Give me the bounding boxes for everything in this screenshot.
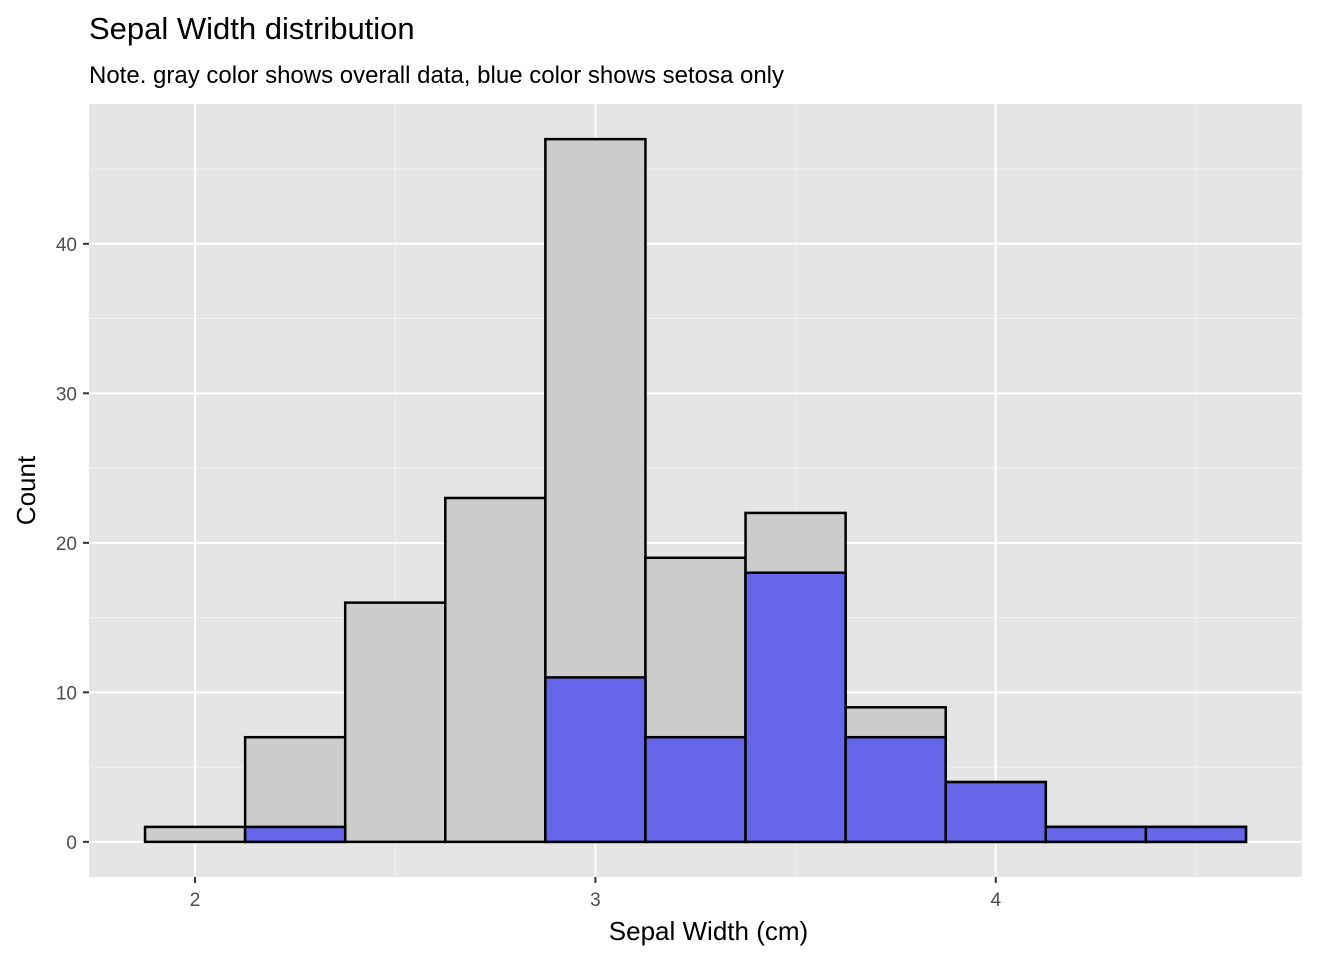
x-tick-label: 3 bbox=[590, 890, 601, 911]
x-tick-label: 4 bbox=[990, 890, 1001, 911]
y-tick-label: 20 bbox=[56, 534, 77, 555]
setosa-bar bbox=[944, 780, 1048, 844]
setosa-bar bbox=[544, 676, 647, 844]
y-tick-label: 0 bbox=[66, 833, 77, 854]
setosa-bar bbox=[1044, 825, 1148, 844]
setosa-bars bbox=[243, 571, 1248, 844]
overall-bar bbox=[343, 601, 447, 844]
setosa-bar bbox=[1144, 825, 1248, 844]
x-tick-label: 2 bbox=[190, 890, 201, 911]
chart-title: Sepal Width distribution bbox=[89, 11, 415, 46]
y-tick-label: 40 bbox=[56, 235, 77, 256]
y-tick-label: 10 bbox=[56, 683, 77, 704]
overall-bar bbox=[444, 496, 547, 844]
setosa-bar bbox=[243, 825, 347, 844]
overall-bar bbox=[143, 825, 247, 844]
x-axis-title: Sepal Width (cm) bbox=[609, 916, 808, 946]
setosa-bar bbox=[844, 735, 947, 844]
y-axis: 0 10 20 30 40 bbox=[56, 235, 89, 854]
x-axis: 2 3 4 bbox=[190, 877, 1001, 911]
setosa-bar bbox=[644, 735, 747, 844]
y-tick-label: 30 bbox=[56, 384, 77, 405]
y-axis-title: Count bbox=[11, 455, 41, 525]
chart-subtitle: Note. gray color shows overall data, blu… bbox=[89, 62, 784, 89]
setosa-bar bbox=[744, 571, 847, 844]
